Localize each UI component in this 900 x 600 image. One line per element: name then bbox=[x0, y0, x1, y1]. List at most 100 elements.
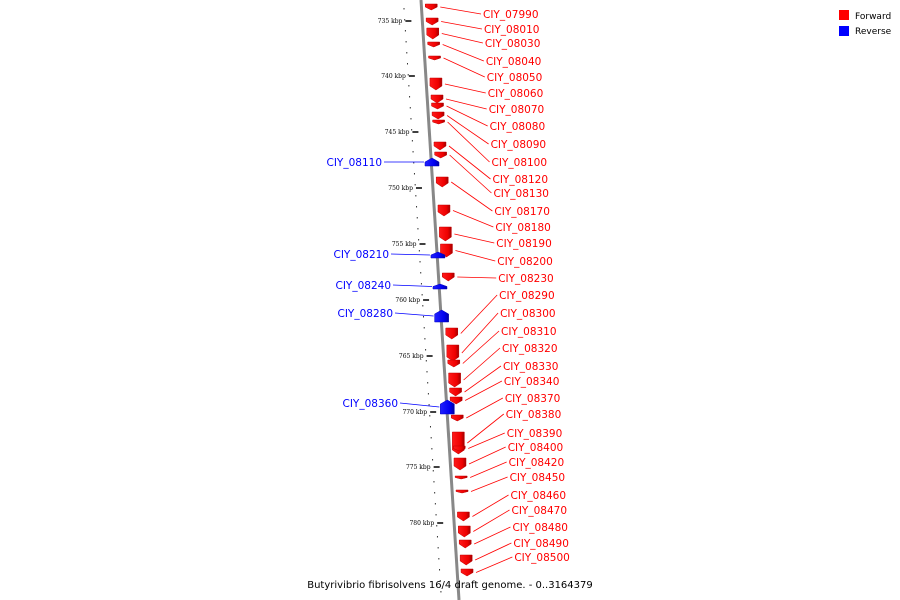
forward-gene-label[interactable]: CIY_08500 bbox=[514, 552, 570, 564]
forward-gene-label[interactable]: CIY_08330 bbox=[503, 361, 559, 373]
forward-gene-label[interactable]: CIY_08030 bbox=[485, 38, 541, 50]
forward-gene-shape bbox=[435, 176, 449, 188]
forward-gene-label[interactable]: CIY_08190 bbox=[496, 238, 552, 250]
axis-dot bbox=[429, 415, 431, 417]
forward-gene-shape bbox=[452, 445, 466, 452]
forward-gene-label[interactable]: CIY_08010 bbox=[484, 24, 540, 36]
forward-gene-label[interactable]: CIY_08230 bbox=[498, 273, 554, 285]
reverse-gene-shape bbox=[430, 251, 446, 259]
forward-gene-label[interactable]: CIY_08080 bbox=[490, 121, 546, 133]
forward-gene-leader bbox=[464, 365, 502, 393]
legend-label-forward: Forward bbox=[855, 12, 891, 22]
axis-tick-label: 735 kbp bbox=[378, 18, 403, 25]
forward-gene-leader bbox=[464, 380, 503, 401]
axis-dot bbox=[436, 525, 438, 527]
forward-gene-leader bbox=[443, 57, 485, 78]
reverse-gene-label[interactable]: CIY_08210 bbox=[334, 249, 390, 261]
axis-dot bbox=[425, 349, 427, 351]
reverse-gene-shape bbox=[440, 399, 455, 415]
forward-gene-label[interactable]: CIY_08200 bbox=[497, 256, 553, 268]
forward-gene-label[interactable]: CIY_08380 bbox=[506, 409, 562, 421]
forward-gene-leader bbox=[447, 121, 490, 163]
reverse-gene-label[interactable]: CIY_08110 bbox=[327, 157, 383, 169]
forward-gene-shape bbox=[454, 475, 468, 480]
axis-tick-label: 770 kbp bbox=[402, 409, 427, 416]
forward-gene-label[interactable]: CIY_07990 bbox=[483, 9, 539, 21]
reverse-gene-shape bbox=[434, 309, 449, 323]
forward-gene-label[interactable]: CIY_08070 bbox=[489, 104, 545, 116]
reverse-gene-leader bbox=[399, 402, 440, 408]
forward-gene-label[interactable]: CIY_08180 bbox=[495, 222, 550, 234]
reverse-gene-label[interactable]: CIY_08240 bbox=[336, 280, 392, 292]
forward-gene-label[interactable]: CIY_08310 bbox=[501, 326, 557, 338]
forward-gene-label[interactable]: CIY_08130 bbox=[493, 188, 549, 200]
axis-dot bbox=[419, 261, 421, 263]
forward-gene-label[interactable]: CIY_08480 bbox=[512, 522, 568, 534]
axis-ticks: 735 kbp 740 kbp 745 kbp 750 kbp 755 kbp 760 k… bbox=[378, 18, 444, 527]
axis-tick-label: 780 kbp bbox=[409, 520, 434, 527]
axis-dot bbox=[424, 338, 426, 340]
reverse-gene-label[interactable]: CIY_08280 bbox=[338, 308, 394, 320]
axis-dot bbox=[434, 492, 436, 494]
axis-dot bbox=[433, 481, 435, 483]
forward-gene-label[interactable]: CIY_08320 bbox=[502, 343, 558, 355]
forward-gene-leader bbox=[467, 413, 505, 444]
axis-dot bbox=[431, 448, 433, 450]
forward-gene-label[interactable]: CIY_08420 bbox=[509, 457, 565, 469]
forward-gene-shape bbox=[455, 489, 469, 494]
forward-gene-label[interactable]: CIY_08050 bbox=[487, 72, 543, 84]
axis-dot bbox=[410, 118, 412, 120]
forward-gene-label[interactable]: CIY_08300 bbox=[500, 308, 555, 320]
reverse-gene-label[interactable]: CIY_08360 bbox=[343, 398, 399, 410]
forward-gene-shape bbox=[442, 272, 455, 282]
forward-gene-label[interactable]: CIY_08390 bbox=[507, 428, 563, 440]
forward-gene-leader bbox=[442, 44, 484, 62]
forward-gene-shape bbox=[459, 554, 473, 566]
axis-dot bbox=[414, 184, 416, 186]
axis-dot bbox=[436, 536, 438, 538]
axis-dot bbox=[408, 85, 410, 87]
forward-gene-label[interactable]: CIY_08120 bbox=[493, 174, 549, 186]
axis-dot bbox=[425, 360, 427, 362]
forward-gene-shape bbox=[433, 141, 447, 151]
forward-gene-label[interactable]: CIY_08460 bbox=[511, 490, 567, 502]
forward-gene-label[interactable]: CIY_08060 bbox=[488, 88, 544, 100]
forward-gene-leader bbox=[448, 145, 491, 180]
axis-dot bbox=[411, 129, 413, 131]
axis-dot bbox=[434, 503, 436, 505]
forward-gene-shape bbox=[434, 151, 447, 159]
forward-gene-shape bbox=[457, 511, 470, 522]
axis-dot bbox=[416, 206, 418, 208]
axis-dot bbox=[427, 393, 429, 395]
forward-gene-label[interactable]: CIY_08040 bbox=[486, 56, 541, 68]
forward-gene-leader bbox=[469, 461, 507, 478]
legend-swatch-reverse bbox=[839, 26, 849, 36]
forward-gene-label[interactable]: CIY_08490 bbox=[513, 538, 569, 550]
forward-gene-shape bbox=[430, 94, 444, 104]
forward-gene-shape bbox=[427, 41, 440, 48]
forward-gene-leader bbox=[441, 33, 483, 44]
forward-gene-label[interactable]: CIY_08400 bbox=[508, 442, 564, 454]
forward-gene-shape bbox=[429, 77, 443, 91]
forward-gene-label[interactable]: CIY_08340 bbox=[504, 376, 560, 388]
forward-gene-label[interactable]: CIY_08090 bbox=[491, 139, 546, 151]
forward-gene-label[interactable]: CIY_08370 bbox=[505, 393, 560, 405]
forward-gene-leader bbox=[474, 526, 511, 545]
forward-gene-label[interactable]: CIY_08450 bbox=[510, 472, 565, 484]
forward-gene-leader bbox=[449, 154, 492, 194]
forward-gene-leader bbox=[450, 181, 493, 212]
axis-dot bbox=[420, 272, 422, 274]
axis-dot bbox=[427, 382, 429, 384]
forward-gene-shape bbox=[440, 243, 453, 258]
axis-tick-label: 775 kbp bbox=[406, 464, 431, 471]
forward-gene-label[interactable]: CIY_08470 bbox=[512, 505, 568, 517]
axis-dot bbox=[412, 151, 414, 153]
axis-dot bbox=[403, 8, 405, 10]
forward-gene-shape bbox=[453, 457, 467, 471]
forward-gene-label[interactable]: CIY_08170 bbox=[494, 206, 550, 218]
forward-gene-label[interactable]: CIY_08100 bbox=[492, 157, 548, 169]
forward-gene-shape bbox=[425, 17, 439, 26]
forward-gene-shape bbox=[428, 55, 441, 61]
forward-gene-leader bbox=[441, 21, 483, 30]
forward-gene-label[interactable]: CIY_08290 bbox=[499, 290, 555, 302]
